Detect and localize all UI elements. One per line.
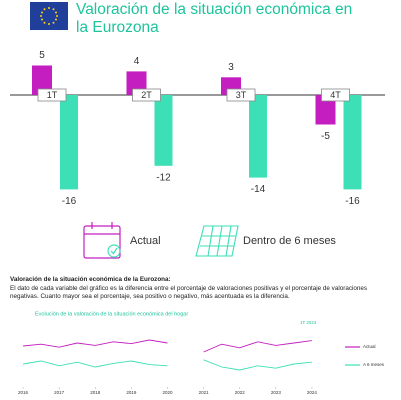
- category-label: 3T: [236, 90, 247, 100]
- category-box: [132, 88, 161, 102]
- line: [23, 339, 312, 353]
- value-label: 4: [134, 56, 140, 67]
- legend-icon-calendar: [83, 222, 121, 259]
- x-tick-label: 2016: [18, 390, 29, 395]
- category-box: [37, 88, 67, 102]
- legend-icon-grid: [195, 225, 239, 257]
- legend-label: Actual: [130, 235, 161, 247]
- x-tick-label: 2019: [126, 390, 137, 395]
- value-label: -12: [156, 172, 171, 183]
- annotation: 1T 2024: [300, 320, 317, 325]
- category-label: 1T: [47, 90, 58, 100]
- value-label: -16: [62, 196, 77, 207]
- x-tick-label: 2022: [235, 390, 246, 395]
- category-label: 4T: [330, 90, 341, 100]
- category-box: [226, 88, 256, 102]
- description-text: El dato de cada variable del gráfico es …: [10, 284, 368, 301]
- x-tick-label: 2023: [271, 390, 282, 395]
- x-tick-label: 2018: [90, 390, 101, 395]
- line: [23, 359, 312, 371]
- value-label: 3: [228, 62, 234, 73]
- bar: [60, 95, 78, 190]
- category-box: [321, 88, 350, 102]
- bar: [154, 95, 173, 166]
- bar: [315, 95, 336, 125]
- x-tick-label: 2020: [162, 390, 173, 395]
- legend-label: A 6 meses: [363, 362, 385, 367]
- value-label: 5: [39, 50, 45, 61]
- bar: [249, 95, 267, 178]
- line-chart-title: Evolución de la valoración de la situaci…: [35, 311, 188, 317]
- legend-label: Dentro de 6 meses: [243, 235, 336, 247]
- description: Valoración de la situación económica de …: [10, 276, 380, 302]
- x-tick-label: 2024: [307, 390, 318, 395]
- value-label: -5: [321, 131, 330, 142]
- bar: [32, 65, 52, 95]
- chart-title: Valoración de la situación económica en …: [76, 1, 353, 36]
- legend-label: Actual: [363, 344, 376, 349]
- bar: [343, 95, 362, 190]
- x-tick-label: 2021: [199, 390, 210, 395]
- category-label: 2T: [141, 90, 152, 100]
- eu-stars: [40, 7, 58, 25]
- eu-flag: [30, 2, 68, 30]
- description-title: Valoración de la situación económica de …: [10, 276, 171, 283]
- value-label: -14: [251, 184, 266, 195]
- x-tick-label: 2017: [54, 390, 65, 395]
- value-label: -16: [345, 196, 360, 207]
